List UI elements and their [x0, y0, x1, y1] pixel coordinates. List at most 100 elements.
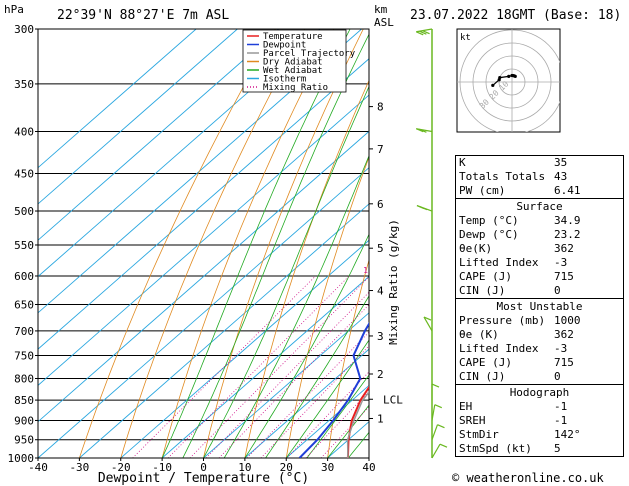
hodograph-section: Hodograph EH -1 SREH -1 StmDir 142° StmSpd (kt… [456, 384, 623, 456]
row-label: Temp (°C) [459, 214, 519, 227]
wet-adiabat-line [265, 295, 369, 458]
wet-adiabat-line [223, 154, 369, 458]
row-label: PW (cm) [459, 184, 506, 197]
x-axis-label: Dewpoint / Temperature (°C) [98, 471, 309, 486]
wind-barb-flag [431, 383, 440, 388]
series-dewpoint-line [298, 322, 369, 458]
wind-barb [416, 128, 433, 133]
legend-label: Dewpoint [263, 41, 306, 51]
mixing-ratio-label: 3 [425, 266, 430, 275]
isotherm-line [38, 29, 238, 205]
row-value: -3 [554, 342, 568, 355]
height-unit: km [374, 3, 388, 16]
wind-barb-flag [419, 30, 427, 35]
pressure-tick-label: 400 [14, 126, 34, 139]
row-label: CAPE (J) [459, 356, 512, 369]
most-unstable-title: Most Unstable [496, 300, 583, 313]
hodograph-point [491, 83, 495, 87]
pressure-tick-label: 900 [14, 414, 34, 427]
row-value: 715 [554, 270, 574, 283]
row-value: 6.41 [554, 184, 581, 197]
table-row: K 35 [456, 156, 623, 170]
isotherm-line [38, 167, 369, 458]
credit-text: © weatheronline.co.uk [452, 471, 604, 485]
row-value: 362 [554, 328, 574, 341]
km-tick-label: 6 [377, 198, 384, 211]
table-row: Temp (°C) 34.9 [456, 214, 623, 228]
table-row: EH -1 [456, 400, 623, 414]
wet-adiabat-line [244, 233, 369, 458]
table-row: CIN (J) 0 [456, 370, 623, 384]
wind-barb-flag [439, 443, 448, 448]
isotherm-line [38, 29, 321, 278]
isotherm-line [38, 29, 280, 241]
mixing-ratio-line [205, 291, 369, 458]
mixing-ratio-label: 4 [442, 266, 447, 275]
temperature-tick-label: 10 [238, 461, 251, 474]
temperature-tick-label: 40 [362, 461, 375, 474]
temperature-tick-label: 30 [321, 461, 334, 474]
mixing-ratio-label: 1 [363, 266, 368, 275]
wind-barb-flag [416, 128, 424, 133]
isotherm-line [38, 58, 369, 350]
wet-adiabat-line [285, 339, 369, 458]
temperature-tick-label: -30 [69, 461, 89, 474]
table-row: Lifted Index -3 [456, 256, 623, 270]
surface-title: Surface [516, 200, 563, 213]
series-temperature-line [346, 385, 369, 458]
row-label: StmSpd (kt) [459, 442, 532, 455]
row-label: Lifted Index [459, 342, 539, 355]
table-row: SREH -1 [456, 414, 623, 428]
row-value: 23.2 [554, 228, 581, 241]
pressure-tick-label: 950 [14, 434, 34, 447]
isotherm-line [38, 29, 197, 169]
dry-adiabat-line [161, 29, 335, 458]
km-tick-label: 2 [377, 368, 384, 381]
row-value: 5 [554, 442, 561, 455]
km-tick-label: 8 [377, 101, 384, 114]
wind-barb-flag [419, 128, 427, 133]
table-row: θe(K) 362 [456, 242, 623, 256]
mixing-ratio-line [132, 275, 316, 458]
station-location: 22°39'N 88°27'E 7m ASL [57, 8, 230, 23]
pressure-tick-label: 800 [14, 372, 34, 385]
pressure-tick-label: 650 [14, 299, 34, 312]
legend-label: Parcel Trajectory [263, 49, 356, 59]
most-unstable-section: Most Unstable Pressure (mb) 1000 θe (K) 362… [456, 298, 623, 384]
row-value: 362 [554, 242, 574, 255]
row-label: CIN (J) [459, 284, 506, 297]
pressure-tick-label: 850 [14, 394, 34, 407]
table-row: θe (K) 362 [456, 328, 623, 342]
dry-adiabat-line [120, 29, 306, 458]
surface-section: Surface Temp (°C) 34.9 Dewp (°C) 23.2 θe(K) 3… [456, 198, 623, 298]
hodograph-title: Hodograph [509, 386, 570, 399]
table-row: StmSpd (kt) 5 [456, 442, 623, 456]
table-row: PW (cm) 6.41 [456, 184, 623, 198]
dry-adiabat-line [244, 79, 369, 458]
dry-adiabat-line [79, 29, 276, 458]
km-tick-label: 4 [377, 285, 384, 298]
isotherm-line [120, 239, 369, 458]
legend-label: Mixing Ratio [263, 83, 328, 93]
row-label: Pressure (mb) [459, 314, 546, 327]
forecast-datetime: 23.07.2022 18GMT (Base: 18) [410, 8, 622, 23]
row-value: 0 [554, 284, 561, 297]
pressure-unit: hPa [4, 3, 24, 16]
table-row: Pressure (mb) 1000 [456, 314, 623, 328]
wet-adiabat-line [203, 85, 369, 458]
row-label: Lifted Index [459, 256, 539, 269]
isotherm-line [161, 275, 369, 458]
plot-frame [37, 28, 370, 459]
row-value: -1 [554, 414, 568, 427]
row-label: CAPE (J) [459, 270, 512, 283]
wind-barb-flag [434, 404, 443, 409]
dry-adiabat-line [327, 258, 369, 458]
pressure-tick-label: 750 [14, 349, 34, 362]
pressure-tick-label: 350 [14, 78, 34, 91]
hodograph-point [498, 75, 502, 80]
row-label: EH [459, 400, 473, 413]
km-tick-label: 5 [377, 242, 384, 255]
legend-label: Wet Adiabat [263, 66, 323, 76]
mixing-ratio-line [286, 371, 369, 458]
wind-barb [431, 424, 439, 440]
